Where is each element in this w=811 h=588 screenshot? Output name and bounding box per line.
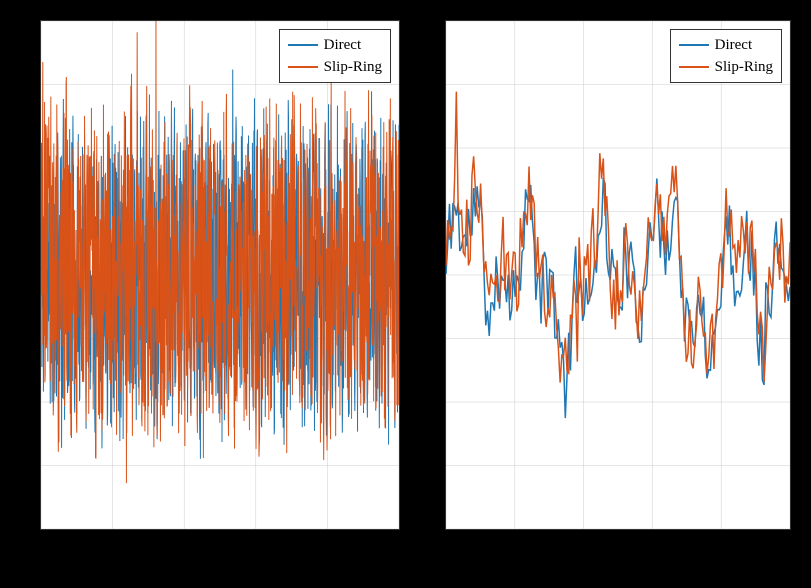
legend-label-slipring: Slip-Ring bbox=[715, 59, 773, 76]
legend-item-slipring: Slip-Ring bbox=[288, 56, 382, 78]
legend-swatch-slipring bbox=[288, 66, 318, 68]
left-chart-svg bbox=[41, 21, 399, 529]
right-legend: Direct Slip-Ring bbox=[670, 29, 782, 83]
legend-label-direct: Direct bbox=[715, 37, 752, 54]
legend-swatch-slipring bbox=[679, 66, 709, 68]
legend-item-slipring: Slip-Ring bbox=[679, 56, 773, 78]
legend-swatch-direct bbox=[288, 44, 318, 46]
legend-swatch-direct bbox=[679, 44, 709, 46]
legend-label-slipring: Slip-Ring bbox=[324, 59, 382, 76]
right-chart-svg bbox=[446, 21, 790, 529]
left-legend: Direct Slip-Ring bbox=[279, 29, 391, 83]
legend-label-direct: Direct bbox=[324, 37, 361, 54]
left-chart-panel: Direct Slip-Ring bbox=[40, 20, 400, 530]
legend-item-direct: Direct bbox=[288, 34, 382, 56]
right-chart-panel: Direct Slip-Ring bbox=[445, 20, 791, 530]
legend-item-direct: Direct bbox=[679, 34, 773, 56]
